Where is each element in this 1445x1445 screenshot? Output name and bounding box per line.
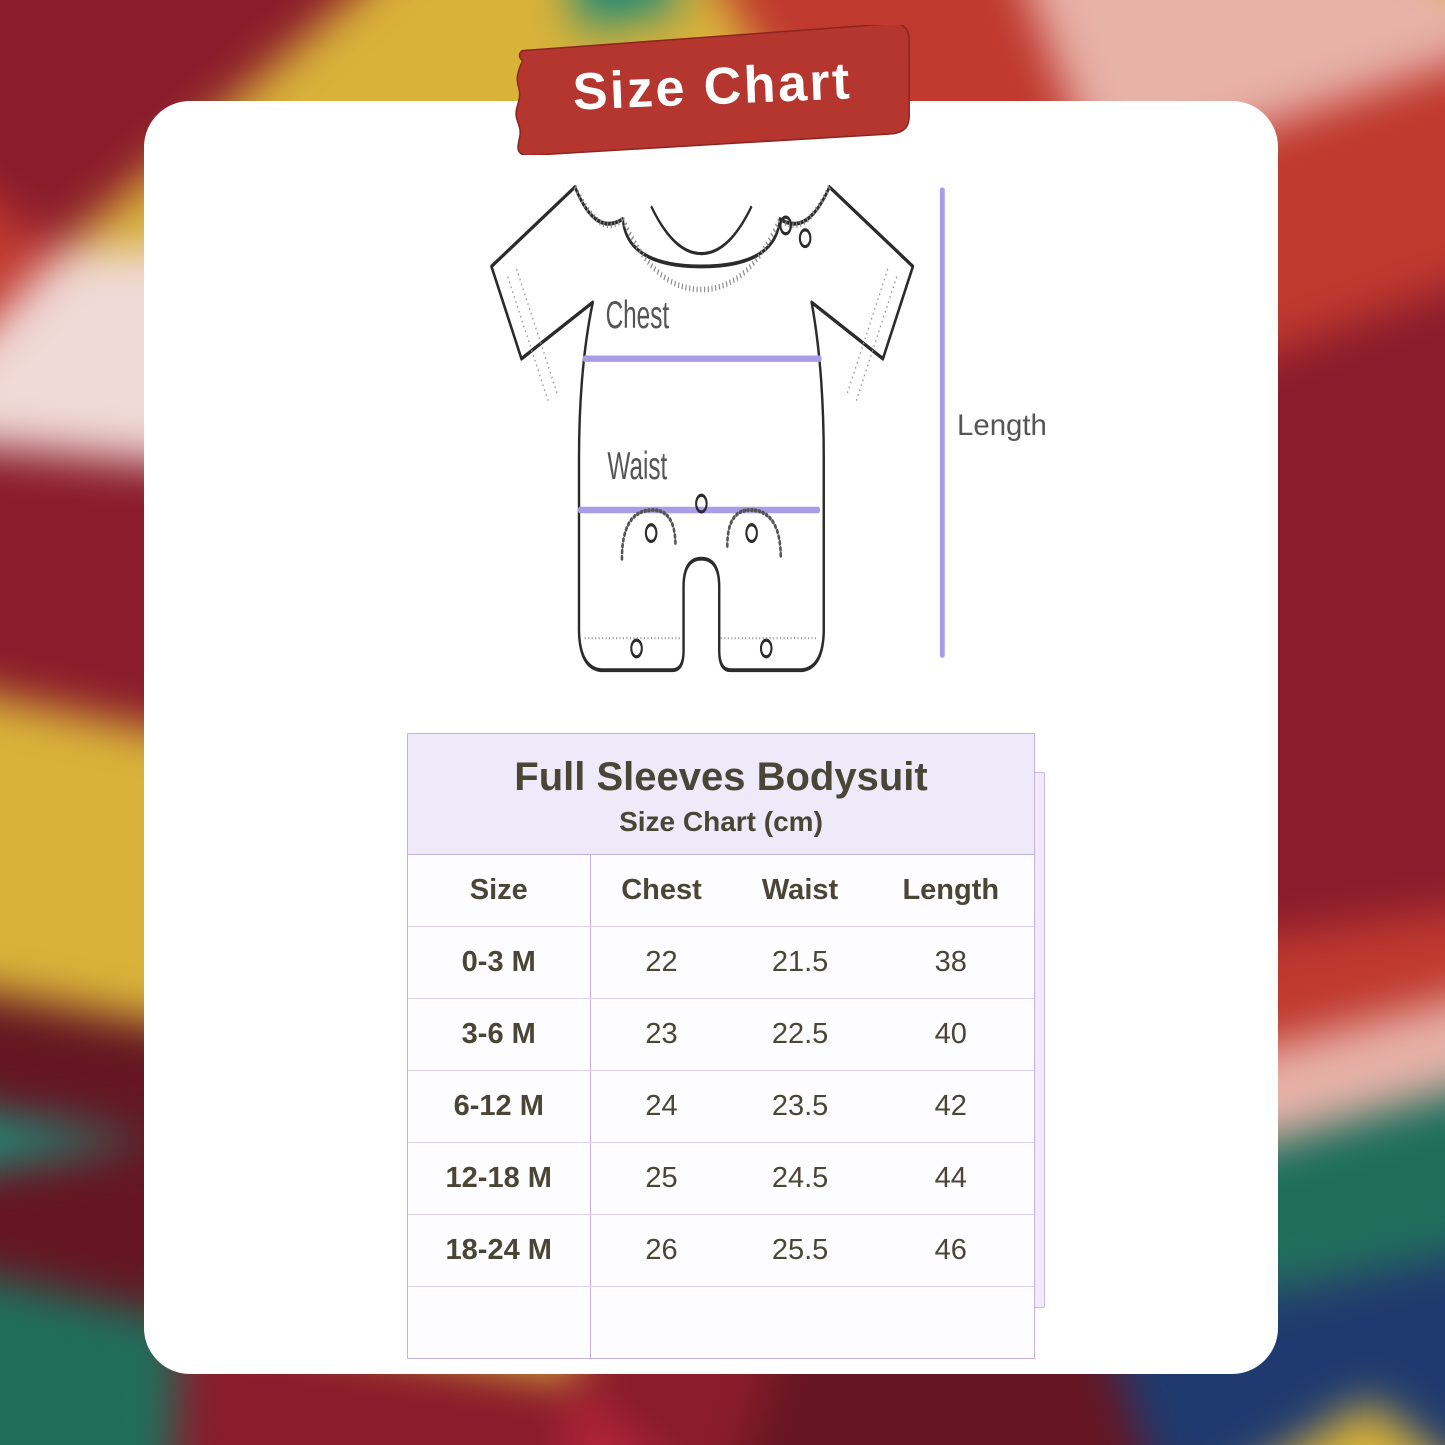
svg-text:Waist: Waist	[607, 445, 667, 488]
svg-text:Length: Length	[957, 409, 1047, 442]
svg-text:Chest: Chest	[606, 293, 670, 336]
